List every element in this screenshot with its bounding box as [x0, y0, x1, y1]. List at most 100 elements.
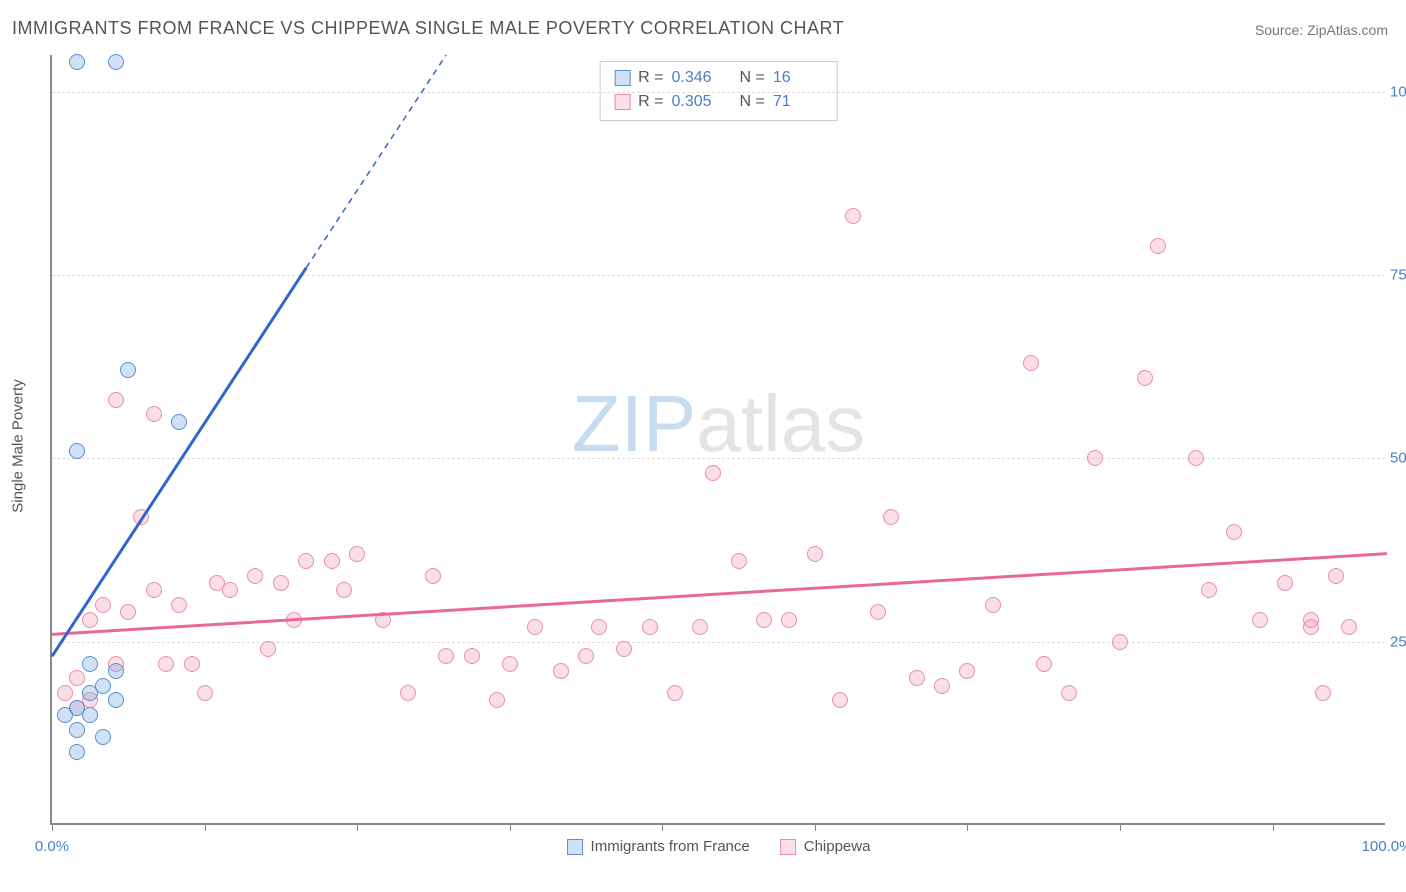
xtick	[205, 823, 206, 831]
marker-chippewa	[667, 685, 683, 701]
xtick	[1120, 823, 1121, 831]
marker-france	[82, 656, 98, 672]
marker-france	[95, 729, 111, 745]
marker-chippewa	[527, 619, 543, 635]
marker-chippewa	[286, 612, 302, 628]
marker-chippewa	[1061, 685, 1077, 701]
marker-chippewa	[870, 604, 886, 620]
stats-row-chippewa: R = 0.305 N = 71	[614, 90, 823, 114]
marker-chippewa	[642, 619, 658, 635]
marker-chippewa	[807, 546, 823, 562]
marker-chippewa	[425, 568, 441, 584]
chart-title: IMMIGRANTS FROM FRANCE VS CHIPPEWA SINGL…	[12, 18, 844, 39]
marker-chippewa	[171, 597, 187, 613]
marker-chippewa	[934, 678, 950, 694]
marker-chippewa	[909, 670, 925, 686]
marker-chippewa	[1341, 619, 1357, 635]
marker-chippewa	[260, 641, 276, 657]
stats-row-france: R = 0.346 N = 16	[614, 66, 823, 90]
marker-france	[108, 692, 124, 708]
marker-chippewa	[1303, 612, 1319, 628]
marker-france	[69, 700, 85, 716]
marker-chippewa	[502, 656, 518, 672]
gridline	[52, 92, 1385, 93]
marker-chippewa	[57, 685, 73, 701]
swatch-france	[614, 70, 630, 86]
marker-france	[120, 362, 136, 378]
marker-chippewa	[578, 648, 594, 664]
trend-lines	[52, 55, 1387, 825]
marker-france	[69, 722, 85, 738]
marker-chippewa	[1328, 568, 1344, 584]
marker-chippewa	[108, 392, 124, 408]
marker-chippewa	[1188, 450, 1204, 466]
marker-france	[108, 663, 124, 679]
xtick	[815, 823, 816, 831]
ytick-label: 50.0%	[1390, 450, 1406, 467]
marker-chippewa	[336, 582, 352, 598]
marker-chippewa	[375, 612, 391, 628]
marker-chippewa	[1137, 370, 1153, 386]
marker-chippewa	[756, 612, 772, 628]
marker-chippewa	[1201, 582, 1217, 598]
gridline	[52, 275, 1385, 276]
ytick-label: 100.0%	[1390, 83, 1406, 100]
marker-chippewa	[1112, 634, 1128, 650]
ytick-label: 75.0%	[1390, 267, 1406, 284]
gridline	[52, 458, 1385, 459]
marker-chippewa	[133, 509, 149, 525]
marker-chippewa	[324, 553, 340, 569]
xtick	[510, 823, 511, 831]
marker-france	[69, 54, 85, 70]
xtick	[52, 823, 53, 831]
watermark: ZIPatlas	[572, 378, 865, 470]
marker-chippewa	[692, 619, 708, 635]
marker-chippewa	[616, 641, 632, 657]
marker-chippewa	[591, 619, 607, 635]
marker-chippewa	[464, 648, 480, 664]
marker-chippewa	[184, 656, 200, 672]
marker-chippewa	[273, 575, 289, 591]
marker-chippewa	[883, 509, 899, 525]
marker-chippewa	[1087, 450, 1103, 466]
marker-chippewa	[1315, 685, 1331, 701]
marker-chippewa	[158, 656, 174, 672]
marker-chippewa	[1023, 355, 1039, 371]
y-axis-label: Single Male Poverty	[10, 379, 27, 512]
marker-france	[108, 54, 124, 70]
marker-chippewa	[197, 685, 213, 701]
marker-chippewa	[1226, 524, 1242, 540]
ytick-label: 25.0%	[1390, 633, 1406, 650]
bottom-legend: Immigrants from France Chippewa	[567, 838, 871, 855]
marker-chippewa	[298, 553, 314, 569]
source-label: Source: ZipAtlas.com	[1255, 22, 1388, 38]
marker-chippewa	[985, 597, 1001, 613]
marker-chippewa	[247, 568, 263, 584]
marker-chippewa	[349, 546, 365, 562]
marker-chippewa	[781, 612, 797, 628]
xtick	[967, 823, 968, 831]
marker-chippewa	[1036, 656, 1052, 672]
swatch-france-bottom	[567, 839, 583, 855]
marker-chippewa	[146, 582, 162, 598]
marker-chippewa	[731, 553, 747, 569]
marker-chippewa	[95, 597, 111, 613]
marker-chippewa	[832, 692, 848, 708]
legend-item-france: Immigrants from France	[567, 838, 750, 855]
marker-chippewa	[1252, 612, 1268, 628]
marker-france	[69, 443, 85, 459]
marker-france	[69, 744, 85, 760]
marker-chippewa	[82, 612, 98, 628]
marker-chippewa	[1150, 238, 1166, 254]
marker-chippewa	[959, 663, 975, 679]
marker-chippewa	[222, 582, 238, 598]
plot-area: ZIPatlas R = 0.346 N = 16 R = 0.305 N = …	[50, 55, 1385, 825]
marker-chippewa	[146, 406, 162, 422]
legend-item-chippewa: Chippewa	[780, 838, 871, 855]
xtick	[662, 823, 663, 831]
marker-france	[171, 414, 187, 430]
marker-chippewa	[120, 604, 136, 620]
xtick	[357, 823, 358, 831]
swatch-chippewa	[614, 94, 630, 110]
marker-france	[95, 678, 111, 694]
